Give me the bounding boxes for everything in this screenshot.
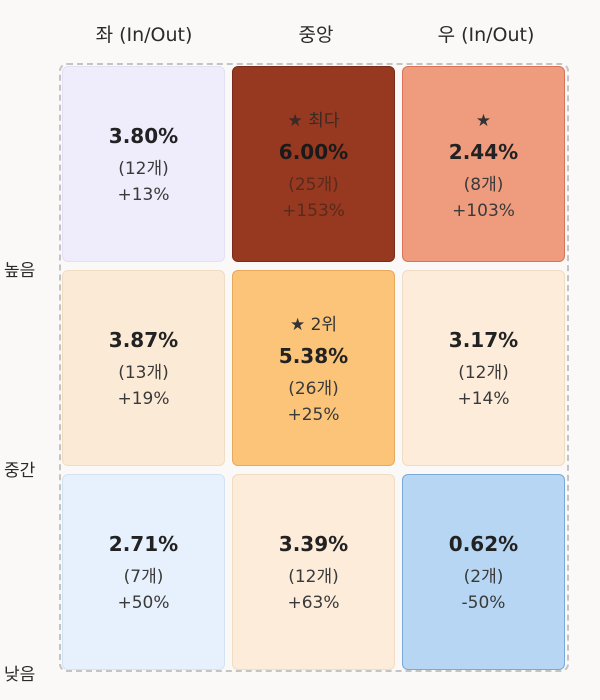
cell-high-left: 3.80% (12개) +13%: [62, 66, 225, 262]
cell-percentage: 5.38%: [278, 343, 349, 368]
cell-badge: ★ 최다: [287, 110, 340, 131]
cell-low-left: 2.71% (7개) +50%: [62, 474, 225, 670]
cell-mid-right: 3.17% (12개) +14%: [402, 270, 565, 466]
row-label-high: 높음: [4, 261, 36, 281]
cell-change: +25%: [287, 404, 340, 425]
cell-count: (12개): [458, 362, 509, 383]
cell-percentage: 3.39%: [278, 531, 349, 556]
cell-mid-left: 3.87% (13개) +19%: [62, 270, 225, 466]
row-label-low: 낮음: [4, 665, 36, 685]
cell-percentage: 3.87%: [108, 327, 179, 352]
cell-count: (2개): [463, 566, 504, 587]
cell-count: (25개): [288, 174, 339, 195]
cell-low-center: 3.39% (12개) +63%: [232, 474, 395, 670]
cell-percentage: 6.00%: [278, 139, 349, 164]
cell-change: +13%: [117, 184, 170, 205]
column-header-right: 우 (In/Out): [437, 24, 535, 46]
cell-count: (26개): [288, 378, 339, 399]
cell-count: (7개): [123, 566, 164, 587]
cell-percentage: 2.44%: [448, 139, 519, 164]
cell-change: +153%: [282, 200, 345, 221]
cell-change: -50%: [461, 592, 506, 613]
cell-percentage: 0.62%: [448, 531, 519, 556]
cell-count: (12개): [288, 566, 339, 587]
row-label-mid: 중간: [4, 461, 36, 481]
cell-count: (12개): [118, 158, 169, 179]
cell-percentage: 2.71%: [108, 531, 179, 556]
cell-count: (13개): [118, 362, 169, 383]
cell-percentage: 3.80%: [108, 123, 179, 148]
cell-count: (8개): [463, 174, 504, 195]
column-header-center: 중앙: [298, 24, 334, 46]
cell-change: +14%: [457, 388, 510, 409]
cell-percentage: 3.17%: [448, 327, 519, 352]
cell-badge: ★: [475, 110, 492, 131]
heatmap-grid: [59, 63, 569, 672]
cell-high-center: ★ 최다 6.00% (25개) +153%: [232, 66, 395, 262]
column-header-left: 좌 (In/Out): [95, 24, 193, 46]
cell-low-right: 0.62% (2개) -50%: [402, 474, 565, 670]
cell-change: +50%: [117, 592, 170, 613]
cell-change: +63%: [287, 592, 340, 613]
cell-change: +19%: [117, 388, 170, 409]
cell-change: +103%: [452, 200, 515, 221]
cell-mid-center: ★ 2위 5.38% (26개) +25%: [232, 270, 395, 466]
cell-badge: ★ 2위: [289, 314, 338, 335]
cell-high-right: ★ 2.44% (8개) +103%: [402, 66, 565, 262]
